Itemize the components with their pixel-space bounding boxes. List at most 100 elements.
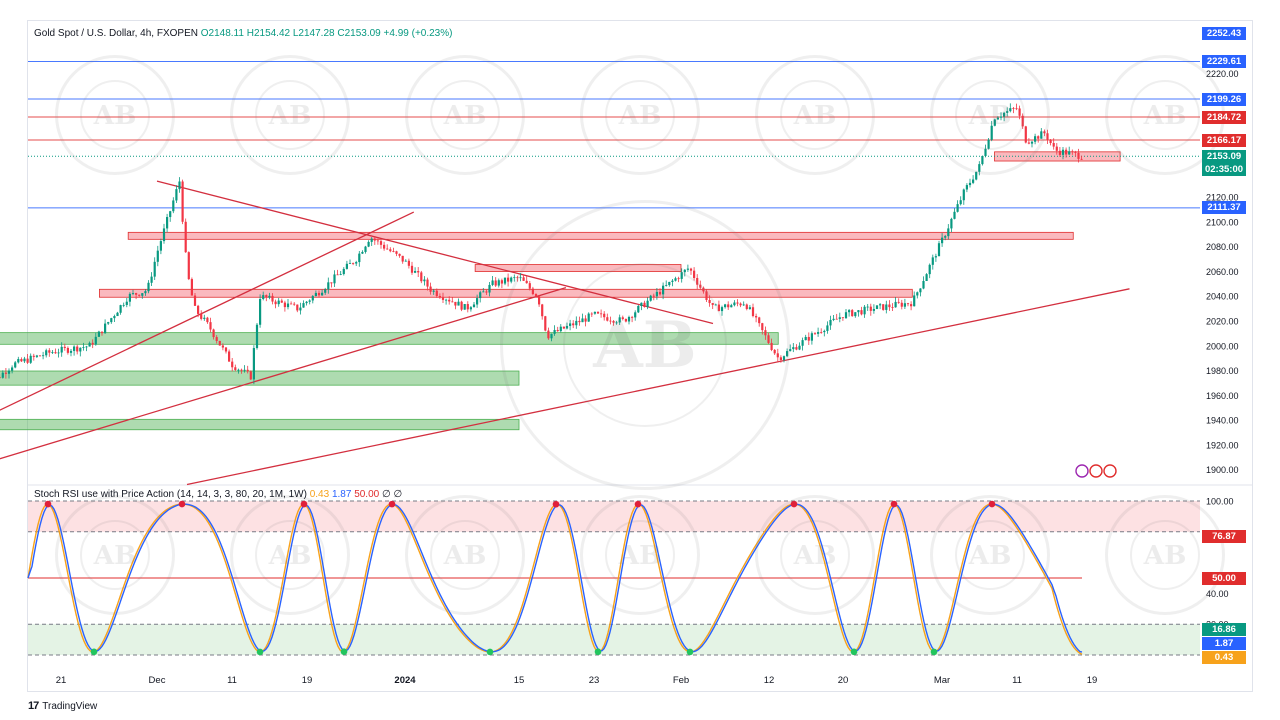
candle-body — [184, 221, 187, 253]
candle-body — [383, 244, 386, 249]
candle-body — [398, 253, 401, 256]
candle-body — [308, 300, 311, 302]
candle-body — [844, 312, 848, 319]
candle-body — [100, 331, 104, 334]
candle-body — [841, 317, 844, 319]
watermark-monogram: AB — [1130, 520, 1200, 590]
candle-body — [500, 280, 503, 284]
candle-body — [240, 369, 243, 371]
watermark-seal: AB — [930, 55, 1050, 175]
candle-body — [376, 240, 379, 242]
oversold-signal-dot — [340, 648, 348, 656]
candle-body — [7, 370, 11, 374]
watermark-monogram: AB — [80, 80, 150, 150]
tradingview-label: TradingView — [42, 700, 98, 712]
candle-body — [73, 346, 76, 351]
candle-body — [94, 336, 97, 345]
watermark-seal: AB — [500, 200, 790, 490]
candle-body — [438, 295, 441, 298]
candle-body — [364, 246, 367, 252]
ohlc-change: +4.99 (+0.23%) — [383, 28, 453, 39]
oversold-band — [28, 624, 1200, 655]
candle-body — [1080, 158, 1083, 160]
watermark-seal: AB — [230, 55, 350, 175]
indicator-header[interactable]: Stoch RSI use with Price Action (14, 14,… — [34, 489, 402, 500]
candle-body — [1, 372, 4, 378]
overbought-signal-dot — [388, 500, 396, 508]
osc-tick-label: 40.00 — [1206, 589, 1229, 599]
candle-body — [460, 301, 463, 310]
candle-body — [314, 292, 317, 297]
watermark-seal: AB — [55, 55, 175, 175]
candle-body — [417, 271, 420, 273]
candle-body — [327, 282, 330, 290]
candle-body — [906, 303, 910, 305]
candle-body — [510, 277, 513, 282]
candle-body — [476, 298, 479, 305]
time-tick-label: 11 — [1012, 675, 1022, 686]
candle-body — [69, 350, 73, 353]
price-tick-label: 2020.00 — [1206, 317, 1239, 327]
time-tick-label: Feb — [673, 675, 689, 686]
candle-body — [813, 333, 817, 335]
candle-body — [426, 279, 429, 287]
candle-body — [401, 255, 404, 262]
candle-body — [432, 290, 435, 292]
indicator-level-value: 50.00 — [354, 489, 380, 500]
candle-body — [271, 295, 274, 302]
candle-body — [175, 189, 178, 201]
candle-body — [829, 319, 832, 326]
watermark-monogram: AB — [1130, 80, 1200, 150]
candle-body — [345, 263, 348, 269]
candle-body — [38, 355, 42, 357]
candle-body — [373, 238, 376, 241]
candle-body — [54, 352, 57, 354]
candle-body — [51, 352, 54, 353]
candle-body — [218, 340, 221, 346]
candle-body — [801, 340, 804, 346]
candle-body — [1058, 150, 1061, 155]
osc-value-tag: 16.86 — [1202, 622, 1246, 636]
chart-header: Gold Spot / U.S. Dollar, 4h, FXOPEN O214… — [34, 28, 452, 39]
candle-body — [290, 303, 293, 305]
candle-body — [848, 310, 851, 313]
candle-body — [147, 282, 150, 292]
candle-body — [144, 291, 147, 294]
oversold-signal-dot — [594, 648, 602, 656]
price-level-tag: 2199.26 — [1202, 92, 1246, 106]
candle-body — [968, 182, 972, 186]
price-tick-label: 1920.00 — [1206, 440, 1239, 450]
candle-body — [166, 217, 169, 229]
bar-countdown-tag: 02:35:00 — [1202, 162, 1246, 176]
candle-body — [243, 369, 246, 371]
candle-body — [4, 372, 7, 374]
candle-body — [875, 305, 879, 309]
candle-body — [795, 347, 798, 350]
candle-body — [252, 348, 255, 380]
candle-body — [11, 367, 14, 371]
candle-body — [1049, 139, 1052, 144]
candle-body — [119, 305, 122, 313]
candle-body — [29, 355, 32, 363]
candle-body — [283, 302, 286, 308]
last-price-tag: 2153.09 — [1202, 149, 1246, 163]
candle-body — [922, 280, 925, 289]
candle-body — [259, 298, 262, 325]
candle-body — [392, 251, 395, 252]
flag-icon — [1103, 464, 1117, 478]
symbol-title[interactable]: Gold Spot / U.S. Dollar, 4h, FXOPEN — [34, 28, 198, 39]
candle-body — [88, 342, 91, 347]
candle-body — [900, 302, 903, 307]
candle-body — [792, 347, 795, 350]
tradingview-logo[interactable]: 17 TradingView — [28, 700, 97, 712]
candle-body — [277, 300, 280, 305]
candle-body — [190, 279, 193, 296]
watermark-monogram: AB — [605, 80, 675, 150]
osc-value-tag: 0.43 — [1202, 650, 1246, 664]
price-level-tag: 2184.72 — [1202, 110, 1246, 124]
candle-body — [854, 312, 857, 317]
candle-body — [885, 304, 888, 310]
candle-body — [965, 185, 968, 190]
candle-body — [1071, 151, 1074, 153]
candle-body — [187, 252, 190, 280]
